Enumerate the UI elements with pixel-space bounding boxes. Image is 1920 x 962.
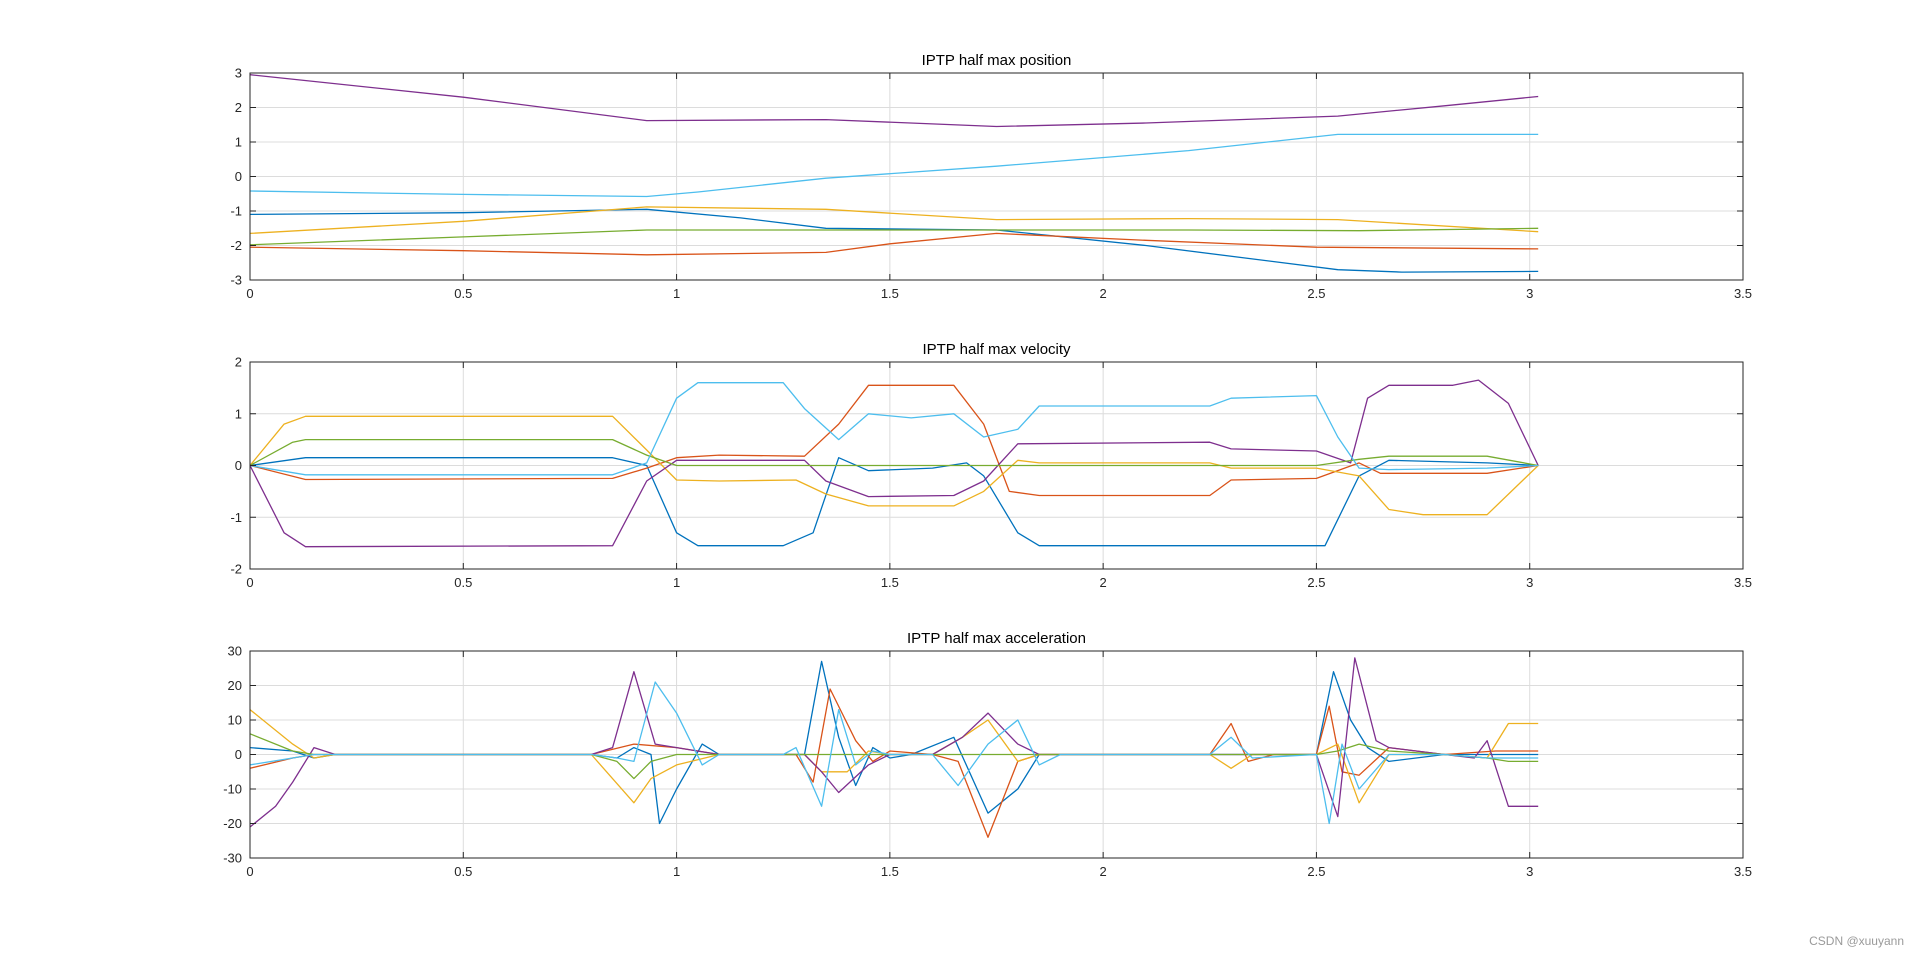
y-tick-label: -2 [230,562,242,577]
x-tick-label: 0.5 [454,575,472,590]
x-tick-label: 3 [1526,286,1533,301]
watermark: CSDN @xuuyann [1809,934,1904,948]
x-tick-label: 3.5 [1734,864,1752,879]
series-line-6 [249,681,1539,825]
subplot-3: 0 0.5 1 1.5 2 2.5 3 3.5 -30 -20 -10 0 10 20 30 IPTP hal… [223,630,1752,879]
x-tick-label: 3 [1526,575,1533,590]
x-tick-label: 2 [1100,575,1107,590]
series-line-6 [249,133,1539,198]
y-tick-label: -1 [230,204,242,219]
y-tick-label: -20 [223,816,242,831]
x-tick-label: 0.5 [454,286,472,301]
series-line-3 [249,206,1539,235]
x-tick-label: 1 [673,286,680,301]
subplot-1: 0 0.5 1 1.5 2 2.5 3 3.5 -3 -2 -1 0 1 2 3 IPTP half max … [230,52,1752,301]
series-line-4 [249,74,1539,128]
y-tick-label: 30 [228,644,242,659]
y-tick-label: -10 [223,782,242,797]
subplot-2: 0 0.5 1 1.5 2 2.5 3 3.5 -2 -1 0 1 2 IPTP half max vel… [230,341,1752,590]
x-tick-label: 0 [246,286,253,301]
y-tick-label: 10 [228,713,242,728]
x-tick-label: 1 [673,864,680,879]
subplot-title: IPTP half max acceleration [907,630,1086,647]
y-tick-label: 20 [228,678,242,693]
series-line-6 [249,382,1539,476]
series-line-2 [249,232,1539,256]
y-tick-label: 2 [235,355,242,370]
series-line-1 [249,208,1539,273]
x-tick-label: 1.5 [881,575,899,590]
x-tick-label: 2 [1100,286,1107,301]
y-tick-label: -3 [230,273,242,288]
y-tick-label: 0 [235,747,242,762]
x-tick-label: 0 [246,575,253,590]
series-line-4 [249,379,1539,548]
series-line-5 [249,438,1539,467]
x-tick-label: 1.5 [881,864,899,879]
series-line-3 [249,415,1539,516]
x-tick-label: 2.5 [1307,286,1325,301]
x-tick-label: 2 [1100,864,1107,879]
y-tick-label: 1 [235,135,242,150]
x-tick-label: 2.5 [1307,864,1325,879]
series-line-2 [249,384,1539,497]
x-tick-label: 2.5 [1307,575,1325,590]
series-line-5 [249,227,1539,246]
y-tick-label: 2 [235,100,242,115]
subplot-title: IPTP half max position [922,52,1072,69]
y-tick-label: -1 [230,510,242,525]
x-tick-label: 1 [673,575,680,590]
x-tick-label: 3.5 [1734,286,1752,301]
y-tick-label: 0 [235,458,242,473]
y-tick-label: 3 [235,66,242,81]
x-tick-label: 0 [246,864,253,879]
y-tick-label: 1 [235,406,242,421]
x-tick-label: 1.5 [881,286,899,301]
y-tick-label: 0 [235,169,242,184]
y-tick-label: -30 [223,851,242,866]
subplot-title: IPTP half max velocity [922,341,1071,358]
x-tick-label: 3.5 [1734,575,1752,590]
x-tick-label: 3 [1526,864,1533,879]
y-tick-label: -2 [230,238,242,253]
x-tick-label: 0.5 [454,864,472,879]
series-line-1 [249,457,1539,547]
